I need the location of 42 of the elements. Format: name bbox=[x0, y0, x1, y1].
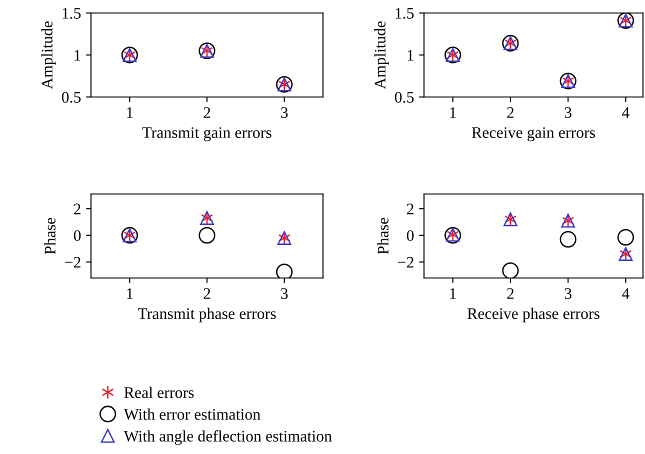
y-tick-label: 2 bbox=[406, 204, 414, 214]
y-tick-label: 0.5 bbox=[394, 92, 414, 103]
y-tick-label: −2 bbox=[65, 256, 80, 268]
y-axis-title: Phase bbox=[377, 218, 388, 254]
x-tick-label: 3 bbox=[281, 107, 288, 118]
y-tick-label: 1 bbox=[408, 50, 414, 61]
x-axis-title: Transmit gain errors bbox=[142, 127, 272, 142]
x-tick-label: 3 bbox=[564, 107, 572, 118]
y-tick-label: 0 bbox=[406, 230, 414, 242]
legend-label: Real errors bbox=[124, 386, 194, 398]
point bbox=[560, 231, 576, 248]
x-tick-label: 4 bbox=[622, 288, 630, 299]
x-tick-label: 1 bbox=[127, 288, 133, 299]
x-axis-title: Transmit phase errors bbox=[138, 308, 276, 322]
x-tick-label: 2 bbox=[507, 107, 514, 118]
y-tick-label: 1 bbox=[74, 50, 80, 61]
y-tick-label: 1.5 bbox=[396, 8, 414, 19]
y-tick-label: 0.5 bbox=[62, 92, 81, 103]
x-tick-label: 1 bbox=[450, 107, 456, 118]
x-axis-title: Receive gain errors bbox=[472, 127, 596, 142]
legend-label: With error estimation bbox=[124, 408, 260, 420]
y-axis-title: Amplitude bbox=[41, 21, 56, 89]
x-tick-label: 3 bbox=[564, 288, 572, 299]
x-axis-title: Receive phase errors bbox=[467, 308, 600, 322]
x-tick-label: 1 bbox=[450, 288, 456, 299]
y-axis-title: Phase bbox=[44, 218, 56, 254]
x-tick-label: 3 bbox=[281, 288, 288, 299]
y-tick-label: 1.5 bbox=[62, 8, 81, 19]
y-tick-label: 2 bbox=[74, 204, 80, 214]
legend-label: With angle deflection estimation bbox=[124, 430, 332, 445]
point bbox=[198, 227, 216, 244]
y-tick-label: 0 bbox=[74, 230, 81, 242]
x-tick-label: 4 bbox=[622, 107, 630, 118]
x-tick-label: 2 bbox=[507, 288, 514, 299]
x-tick-label: 2 bbox=[204, 107, 210, 118]
x-tick-label: 1 bbox=[127, 107, 133, 118]
y-axis-title: Amplitude bbox=[374, 21, 389, 89]
point bbox=[617, 229, 634, 246]
x-tick-label: 2 bbox=[204, 288, 210, 299]
point bbox=[502, 262, 519, 278]
point bbox=[276, 264, 293, 278]
y-tick-label: −2 bbox=[398, 256, 414, 268]
